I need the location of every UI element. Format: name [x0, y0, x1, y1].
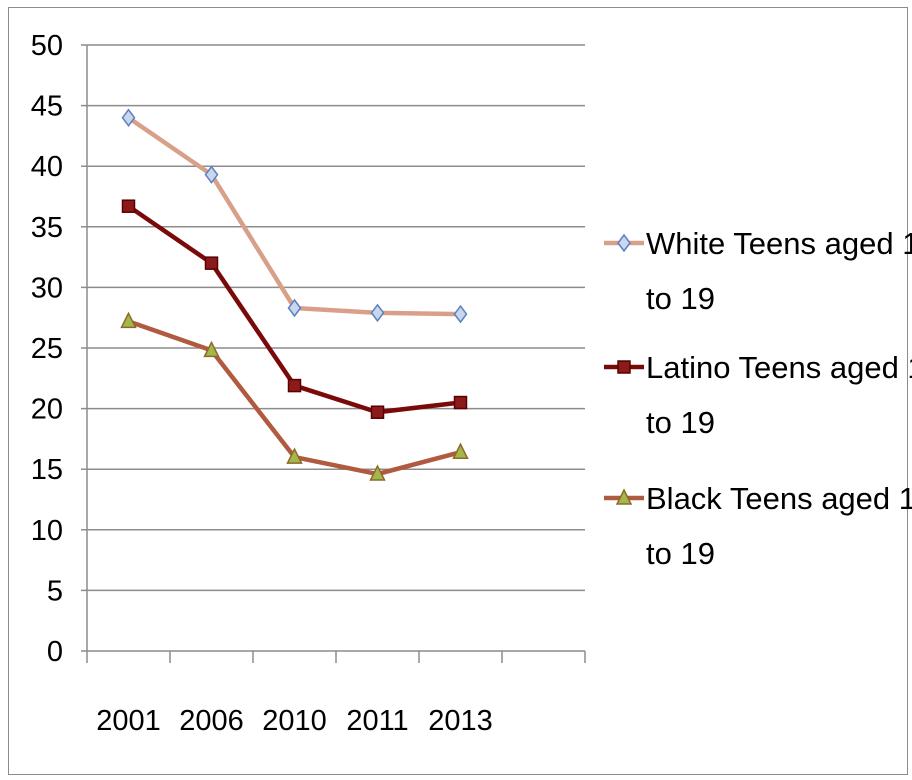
y-tick-label: 25 — [31, 333, 63, 365]
y-tick-label: 35 — [31, 212, 63, 244]
legend-marker-square — [617, 360, 631, 374]
legend-marker-triangle — [615, 488, 633, 505]
y-tick-label: 15 — [31, 454, 63, 486]
legend-label: Latino Teens aged 16 — [646, 350, 912, 385]
axes — [81, 44, 586, 663]
data-point-square — [121, 199, 136, 213]
data-point-diamond — [370, 303, 385, 323]
data-point-square — [287, 378, 302, 393]
y-tick-label: 40 — [31, 151, 63, 183]
series-line-1 — [127, 115, 461, 317]
x-tick-label: 2001 — [96, 705, 161, 737]
x-tick-label: 2013 — [428, 705, 493, 737]
data-point-square — [370, 405, 385, 419]
x-tick-label: 2011 — [346, 705, 408, 737]
y-tick-label: 45 — [31, 91, 63, 123]
legend-item-2: Latino Teens aged 16 to 19 — [604, 350, 912, 440]
legend-item-1: White Teens aged 16 to 19 — [604, 226, 912, 316]
data-point-diamond — [121, 108, 136, 127]
data-point-triangle — [120, 311, 137, 329]
data-point-diamond — [287, 298, 302, 318]
legend-marker-diamond — [617, 233, 631, 253]
data-point-diamond — [204, 165, 219, 184]
gridlines — [87, 44, 585, 592]
legend-label: White Teens aged 16 — [646, 226, 912, 261]
y-tick-label: 5 — [47, 575, 63, 607]
y-tick-label: 30 — [31, 272, 63, 304]
x-tick-labels: 2001 2006 2010 2011 2013 — [96, 705, 493, 737]
data-point-triangle — [369, 464, 386, 481]
y-tick-label: 50 — [31, 30, 63, 62]
series-layer — [120, 108, 469, 481]
legend-label: to 19 — [646, 281, 715, 316]
chart-frame — [8, 7, 908, 775]
data-point-triangle — [286, 447, 303, 464]
data-point-square — [204, 256, 219, 270]
x-tick-label: 2010 — [262, 705, 327, 737]
legend-label: to 19 — [646, 536, 715, 571]
legend-label: Black Teens aged 16 — [646, 481, 912, 516]
y-tick-label: 0 — [47, 636, 63, 668]
data-point-square — [453, 395, 468, 410]
data-point-diamond — [453, 304, 468, 324]
legend-label: to 19 — [646, 405, 715, 440]
y-tick-label: 10 — [31, 515, 63, 547]
legend-item-3: Black Teens aged 16 to 19 — [604, 481, 912, 571]
y-tick-label: 20 — [31, 394, 63, 426]
y-tick-labels: 0 5 10 15 20 25 30 35 40 45 50 — [31, 30, 63, 668]
data-point-triangle — [203, 340, 220, 358]
data-point-triangle — [452, 442, 469, 459]
x-tick-label: 2006 — [179, 705, 244, 737]
